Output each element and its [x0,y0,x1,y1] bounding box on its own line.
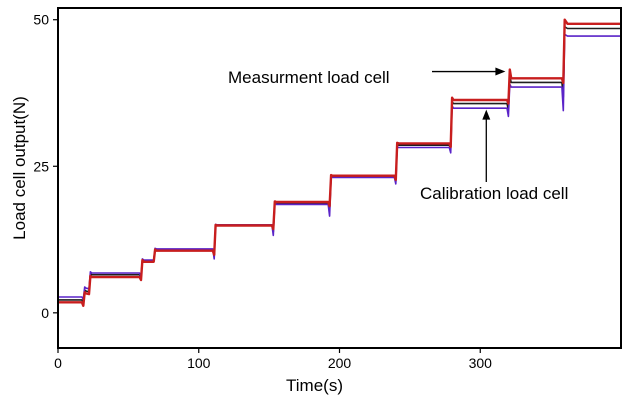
series-lines [58,18,621,307]
annotations: Measurment load cell Calibration load ce… [228,67,568,203]
annotation-measurement-label: Measurment load cell [228,68,390,87]
x-tick-label: 100 [187,355,211,371]
y-axis-title: Load cell output(N) [10,96,29,240]
y-axis-ticks: 0 25 50 [33,12,58,321]
x-axis-ticks: 0 100 200 300 [54,348,492,371]
x-tick-label: 300 [469,355,493,371]
x-tick-label: 0 [54,355,62,371]
x-tick-label: 200 [328,355,352,371]
annotation-measurement-arrowhead [495,67,506,76]
annotation-calibration-arrowhead [482,109,491,120]
y-tick-label: 50 [33,12,49,28]
y-tick-label: 25 [33,158,49,174]
series-line-0 [58,18,621,307]
annotation-calibration-label: Calibration load cell [420,184,568,203]
y-tick-label: 0 [41,305,49,321]
x-axis-title: Time(s) [286,376,343,395]
